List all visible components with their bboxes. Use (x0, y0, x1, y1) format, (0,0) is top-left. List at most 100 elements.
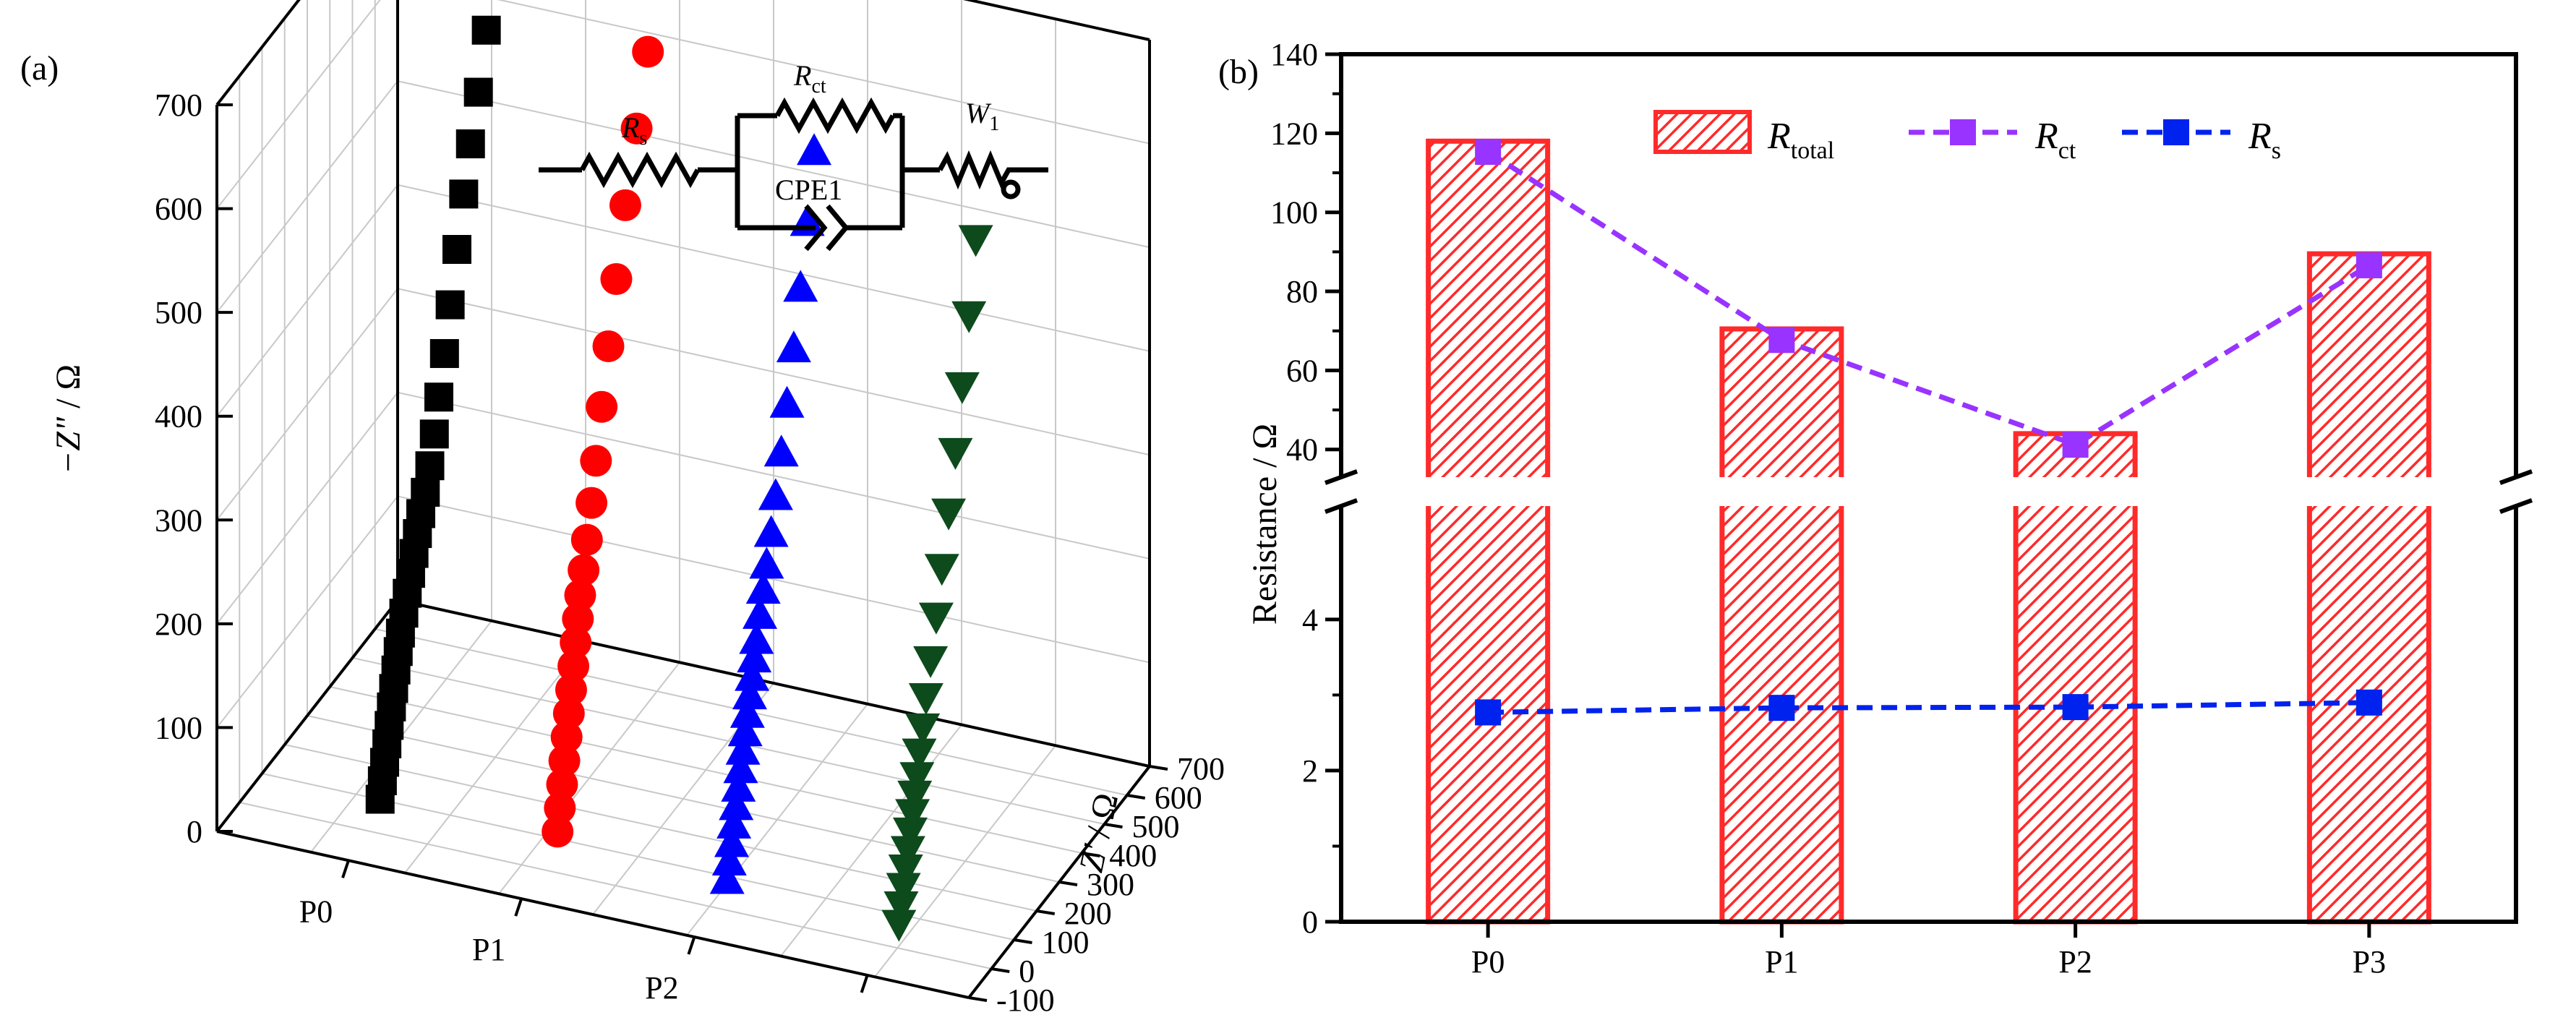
legend: Rtotal Rct Rs (1653, 110, 2281, 164)
data-point-p0 (424, 382, 453, 412)
data-point-p2 (758, 478, 793, 510)
grid-line-floor-y (330, 686, 1082, 854)
data-point-p2 (749, 547, 784, 579)
data-point-p1 (542, 815, 574, 848)
data-point-p1 (552, 697, 585, 729)
line-rs (1488, 700, 2369, 715)
z-tick-label: 0 (187, 814, 202, 849)
z-tick-label: 300 (155, 502, 202, 538)
data-point-p2 (729, 695, 765, 728)
marker-rct-p3 (2355, 252, 2382, 278)
data-point-p1 (550, 721, 583, 753)
bars (1344, 138, 2513, 925)
data-point-p2 (732, 677, 767, 710)
bar-rtotal-p0 (1426, 138, 1551, 925)
panel-b: (b) 40 60 80 100 120 140 0 2 4 P0 P1 P2 P3 Resistanc… (1218, 37, 2533, 980)
label-rct: Rct (793, 59, 826, 98)
box-edge (216, 830, 970, 999)
y-tick-mark (1014, 938, 1032, 944)
y-tick-label: 0 (1019, 954, 1035, 989)
frame-lower (1339, 506, 2518, 924)
category-tick-label: P3 (818, 1008, 851, 1015)
category-tick-mark (514, 898, 523, 917)
data-point-p1 (592, 330, 625, 362)
panel-a-label: (a) (20, 49, 59, 87)
resistor-rct (774, 97, 896, 134)
data-point-p3 (924, 554, 959, 586)
data-point-p2 (711, 843, 747, 875)
y-tick-label: 500 (1132, 809, 1180, 844)
label-cpe: CPE1 (775, 174, 842, 206)
y-tick-label: 100 (1042, 925, 1090, 960)
data-point-p1 (544, 792, 576, 824)
b-x-tick-label: P0 (1471, 944, 1505, 980)
data-point-p2 (709, 862, 745, 894)
marker-rct-p0 (1475, 139, 1502, 166)
data-point-p0 (411, 477, 440, 507)
box-edge (963, 0, 1150, 41)
data-point-p2 (745, 572, 781, 604)
box-edge (215, 599, 399, 833)
line-rct (1486, 150, 2371, 448)
data-point-p0 (429, 339, 459, 369)
y-tick-mark (968, 996, 988, 1002)
panel-b-label: (b) (1218, 53, 1259, 91)
data-point-p1 (564, 579, 596, 612)
data-point-p0 (442, 235, 471, 264)
b-y-tick-label: 100 (1270, 195, 1318, 231)
data-point-p1 (600, 263, 633, 296)
category-tick-mark (687, 936, 696, 955)
y-tick-label: 400 (1109, 838, 1157, 873)
legend-marker-rs (2163, 119, 2189, 145)
marker-rct-p1 (1768, 327, 1795, 354)
data-point-p3 (951, 301, 987, 333)
data-point-p1 (557, 650, 590, 682)
data-point-p0 (415, 451, 445, 481)
data-point-p3 (908, 682, 943, 715)
data-point-p0 (471, 15, 501, 45)
equivalent-circuit (539, 97, 1048, 252)
b-y-tick-label: 120 (1270, 116, 1318, 151)
label-w1: W1 (965, 97, 999, 135)
data-point-p2 (727, 714, 763, 747)
y-tick-mark (990, 967, 1010, 973)
b-x-tick-label: P1 (1765, 944, 1798, 980)
y-tick-label: 300 (1087, 867, 1134, 902)
data-point-p3 (883, 891, 919, 924)
data-point-p2 (743, 596, 778, 629)
data-point-p3 (886, 873, 921, 905)
data-point-p1 (632, 35, 664, 68)
y-tick-mark (1149, 765, 1168, 771)
category-tick-label: P0 (299, 894, 333, 929)
axis-break-mark (1324, 469, 1358, 514)
panel-b-axes: 40 60 80 100 120 140 0 2 4 P0 P1 P2 P3 (1270, 37, 2533, 980)
z-axis-label: −Z" / Ω (49, 364, 87, 474)
data-point-p1 (570, 523, 603, 556)
data-point-p1 (548, 745, 581, 777)
category-tick-label: P2 (645, 970, 678, 1006)
data-point-p1 (568, 554, 600, 586)
data-point-p1 (555, 674, 587, 706)
b-x-tick-label: P2 (2058, 944, 2092, 980)
data-point-p2 (769, 385, 805, 418)
b-y-tick-label: 60 (1286, 353, 1318, 388)
data-point-p2 (714, 825, 749, 857)
data-point-p3 (944, 372, 980, 404)
b-y-tick-label: 40 (1286, 432, 1318, 468)
data-point-p3 (881, 909, 917, 942)
data-point-p2 (739, 622, 774, 654)
y-tick-mark (1104, 823, 1123, 828)
data-point-p2 (735, 659, 770, 691)
marker-rs-p0 (1475, 699, 1502, 726)
marker-rs-p3 (2355, 689, 2382, 716)
resistor-rs (579, 151, 701, 189)
data-point-p2 (797, 133, 832, 166)
marker-rs-p1 (1768, 695, 1795, 721)
y-tick-label: 700 (1177, 751, 1225, 787)
b-x-tick-label: P3 (2353, 944, 2386, 980)
panel-a: (a) 0100200300400500600700P0P1P2P3-10001… (20, 0, 1225, 1015)
marker-rs-p2 (2062, 694, 2089, 721)
warburg-element (937, 150, 1048, 190)
data-point-p0 (435, 290, 465, 320)
